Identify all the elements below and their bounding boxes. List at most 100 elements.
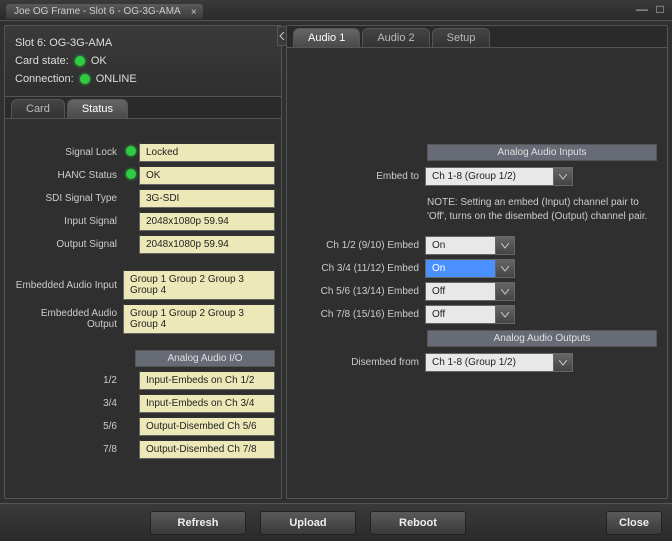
input-signal-label: Input Signal	[11, 216, 123, 227]
analog-audio-io-header: Analog Audio I/O	[135, 350, 275, 367]
row-io-2: 5/6 Output-Disembed Ch 5/6	[11, 417, 275, 436]
embed-2-select[interactable]: Off	[425, 282, 515, 301]
row-output-signal: Output Signal 2048x1080p 59.94	[11, 235, 275, 254]
refresh-button[interactable]: Refresh	[150, 511, 246, 535]
row-embed-to: Embed to Ch 1-8 (Group 1/2)	[297, 167, 657, 186]
row-embed-2: Ch 5/6 (13/14) Embed Off	[297, 282, 657, 301]
embed-0-select[interactable]: On	[425, 236, 515, 255]
chevron-down-icon[interactable]	[495, 305, 515, 324]
io-3-label: 7/8	[11, 444, 123, 455]
row-input-signal: Input Signal 2048x1080p 59.94	[11, 212, 275, 231]
row-sdi-signal-type: SDI Signal Type 3G-SDI	[11, 189, 275, 208]
window-title: Joe OG Frame - Slot 6 - OG-3G-AMA	[14, 6, 181, 17]
maximize-icon[interactable]: □	[654, 3, 666, 15]
chevron-left-icon	[279, 32, 285, 40]
input-signal-value: 2048x1080p 59.94	[139, 212, 275, 231]
disembed-from-label: Disembed from	[297, 357, 425, 368]
embed-3-label: Ch 7/8 (15/16) Embed	[297, 309, 425, 320]
chevron-down-icon[interactable]	[495, 259, 515, 278]
tab-setup[interactable]: Setup	[432, 28, 491, 47]
row-io-0: 1/2 Input-Embeds on Ch 1/2	[11, 371, 275, 390]
io-2-value: Output-Disembed Ch 5/6	[139, 417, 275, 436]
left-panel: Slot 6: OG-3G-AMA Card state: OK Connect…	[4, 25, 282, 499]
row-disembed-from: Disembed from Ch 1-8 (Group 1/2)	[297, 353, 657, 372]
tab-close-icon[interactable]: ×	[191, 7, 197, 18]
collapse-handle[interactable]	[277, 26, 287, 46]
window-controls: — □	[636, 3, 666, 15]
output-signal-label: Output Signal	[11, 239, 123, 250]
disembed-from-select[interactable]: Ch 1-8 (Group 1/2)	[425, 353, 573, 372]
sdi-signal-type-label: SDI Signal Type	[11, 193, 123, 204]
connection-value: ONLINE	[96, 70, 137, 88]
chevron-down-icon[interactable]	[553, 167, 573, 186]
embed-0-label: Ch 1/2 (9/10) Embed	[297, 240, 425, 251]
card-state-indicator-icon	[75, 56, 85, 66]
right-tabbar: Audio 1 Audio 2 Setup	[287, 26, 667, 48]
embed-1-value: On	[425, 259, 495, 278]
embedded-audio-input-value: Group 1 Group 2 Group 3 Group 4	[123, 270, 275, 300]
output-signal-value: 2048x1080p 59.94	[139, 235, 275, 254]
titlebar: Joe OG Frame - Slot 6 - OG-3G-AMA × — □	[0, 0, 672, 20]
sdi-signal-type-value: 3G-SDI	[139, 189, 275, 208]
embed-2-value: Off	[425, 282, 495, 301]
card-state-label: Card state:	[15, 52, 69, 70]
row-embedded-audio-output: Embedded Audio Output Group 1 Group 2 Gr…	[11, 304, 275, 334]
embed-to-label: Embed to	[297, 171, 425, 182]
embed-to-select[interactable]: Ch 1-8 (Group 1/2)	[425, 167, 573, 186]
tab-card[interactable]: Card	[11, 99, 65, 118]
embed-2-label: Ch 5/6 (13/14) Embed	[297, 286, 425, 297]
io-1-value: Input-Embeds on Ch 3/4	[139, 394, 275, 413]
hanc-status-value: OK	[139, 166, 275, 185]
io-2-label: 5/6	[11, 421, 123, 432]
row-io-3: 7/8 Output-Disembed Ch 7/8	[11, 440, 275, 459]
row-embedded-audio-input: Embedded Audio Input Group 1 Group 2 Gro…	[11, 270, 275, 300]
signal-lock-indicator-icon	[126, 146, 136, 156]
row-io-1: 3/4 Input-Embeds on Ch 3/4	[11, 394, 275, 413]
io-1-label: 3/4	[11, 398, 123, 409]
embed-3-select[interactable]: Off	[425, 305, 515, 324]
tab-audio1[interactable]: Audio 1	[293, 28, 360, 47]
connection-label: Connection:	[15, 70, 74, 88]
io-3-value: Output-Disembed Ch 7/8	[139, 440, 275, 459]
tab-status[interactable]: Status	[67, 99, 128, 118]
analog-audio-inputs-header: Analog Audio Inputs	[427, 144, 657, 161]
embed-to-value: Ch 1-8 (Group 1/2)	[425, 167, 553, 186]
content-area: Slot 6: OG-3G-AMA Card state: OK Connect…	[0, 20, 672, 503]
right-panel: Audio 1 Audio 2 Setup Analog Audio Input…	[286, 25, 668, 499]
slot-title: Slot 6: OG-3G-AMA	[15, 34, 112, 52]
embed-3-value: Off	[425, 305, 495, 324]
footer: Refresh Upload Reboot Close	[0, 503, 672, 541]
minimize-icon[interactable]: —	[636, 3, 648, 15]
reboot-button[interactable]: Reboot	[370, 511, 466, 535]
chevron-down-icon[interactable]	[495, 282, 515, 301]
row-embed-0: Ch 1/2 (9/10) Embed On	[297, 236, 657, 255]
row-signal-lock: Signal Lock Locked	[11, 143, 275, 162]
tab-audio2[interactable]: Audio 2	[362, 28, 429, 47]
embed-1-label: Ch 3/4 (11/12) Embed	[297, 263, 425, 274]
footer-center: Refresh Upload Reboot	[10, 511, 606, 535]
embed-note: NOTE: Setting an embed (Input) channel p…	[427, 196, 657, 224]
left-tabbar: Card Status	[5, 97, 281, 119]
signal-lock-label: Signal Lock	[11, 147, 123, 158]
analog-audio-outputs-header: Analog Audio Outputs	[427, 330, 657, 347]
row-embed-1: Ch 3/4 (11/12) Embed On	[297, 259, 657, 278]
right-panel-body: Analog Audio Inputs Embed to Ch 1-8 (Gro…	[287, 48, 667, 498]
window-title-tab[interactable]: Joe OG Frame - Slot 6 - OG-3G-AMA ×	[6, 4, 203, 19]
close-button[interactable]: Close	[606, 511, 662, 535]
chevron-down-icon[interactable]	[495, 236, 515, 255]
embedded-audio-output-value: Group 1 Group 2 Group 3 Group 4	[123, 304, 275, 334]
embed-1-select[interactable]: On	[425, 259, 515, 278]
disembed-from-value: Ch 1-8 (Group 1/2)	[425, 353, 553, 372]
row-hanc-status: HANC Status OK	[11, 166, 275, 185]
left-panel-body: Signal Lock Locked HANC Status OK SDI Si…	[5, 119, 281, 498]
upload-button[interactable]: Upload	[260, 511, 356, 535]
embedded-audio-output-label: Embedded Audio Output	[11, 308, 123, 330]
embed-0-value: On	[425, 236, 495, 255]
app-window: Joe OG Frame - Slot 6 - OG-3G-AMA × — □ …	[0, 0, 672, 541]
slot-info: Slot 6: OG-3G-AMA Card state: OK Connect…	[5, 26, 281, 97]
signal-lock-value: Locked	[139, 143, 275, 162]
connection-indicator-icon	[80, 74, 90, 84]
embedded-audio-input-label: Embedded Audio Input	[11, 280, 123, 291]
card-state-value: OK	[91, 52, 107, 70]
chevron-down-icon[interactable]	[553, 353, 573, 372]
